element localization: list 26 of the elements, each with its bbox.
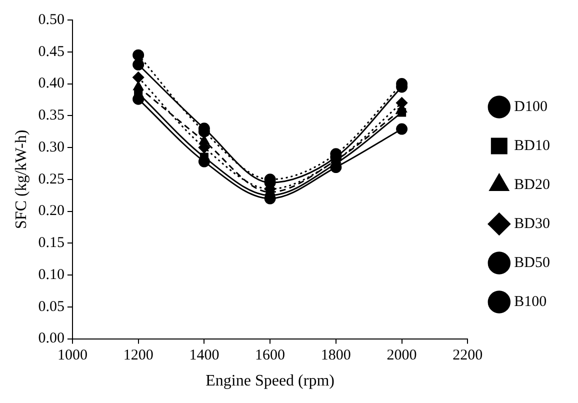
x-tick-label: 2000 [386,348,417,364]
y-tick-label: 0.20 [38,203,64,220]
legend-label: D100 [514,98,548,115]
legend-label: BD30 [514,216,550,232]
y-tick-label: 0.05 [38,298,64,315]
y-tick-label: 0.00 [38,330,64,347]
y-tick-label: 0.50 [38,12,64,28]
legend-label: B100 [514,294,547,310]
x-tick-label: 2200 [452,348,483,364]
x-tick-label: 1000 [57,348,88,364]
y-tick-label: 0.45 [38,44,64,60]
x-axis-title: Engine Speed (rpm) [206,372,334,390]
x-tick-label: 1800 [320,348,351,364]
x-tick-label: 1600 [255,348,286,364]
x-tick-label: 1200 [123,348,154,364]
y-tick-label: 0.25 [38,171,64,188]
y-tick-label: 0.15 [38,235,64,252]
y-tick-label: 0.10 [38,266,64,283]
y-tick-label: 0.30 [38,139,64,156]
legend-label: BD20 [514,176,550,193]
y-tick-label: 0.35 [38,108,64,124]
x-tick-label: 1400 [189,348,220,364]
legend-label: BD10 [514,138,550,154]
y-tick-label: 0.40 [38,76,64,92]
legend-label: BD50 [514,254,550,271]
y-axis-title: SFC (kg/kW-h) [12,130,30,229]
